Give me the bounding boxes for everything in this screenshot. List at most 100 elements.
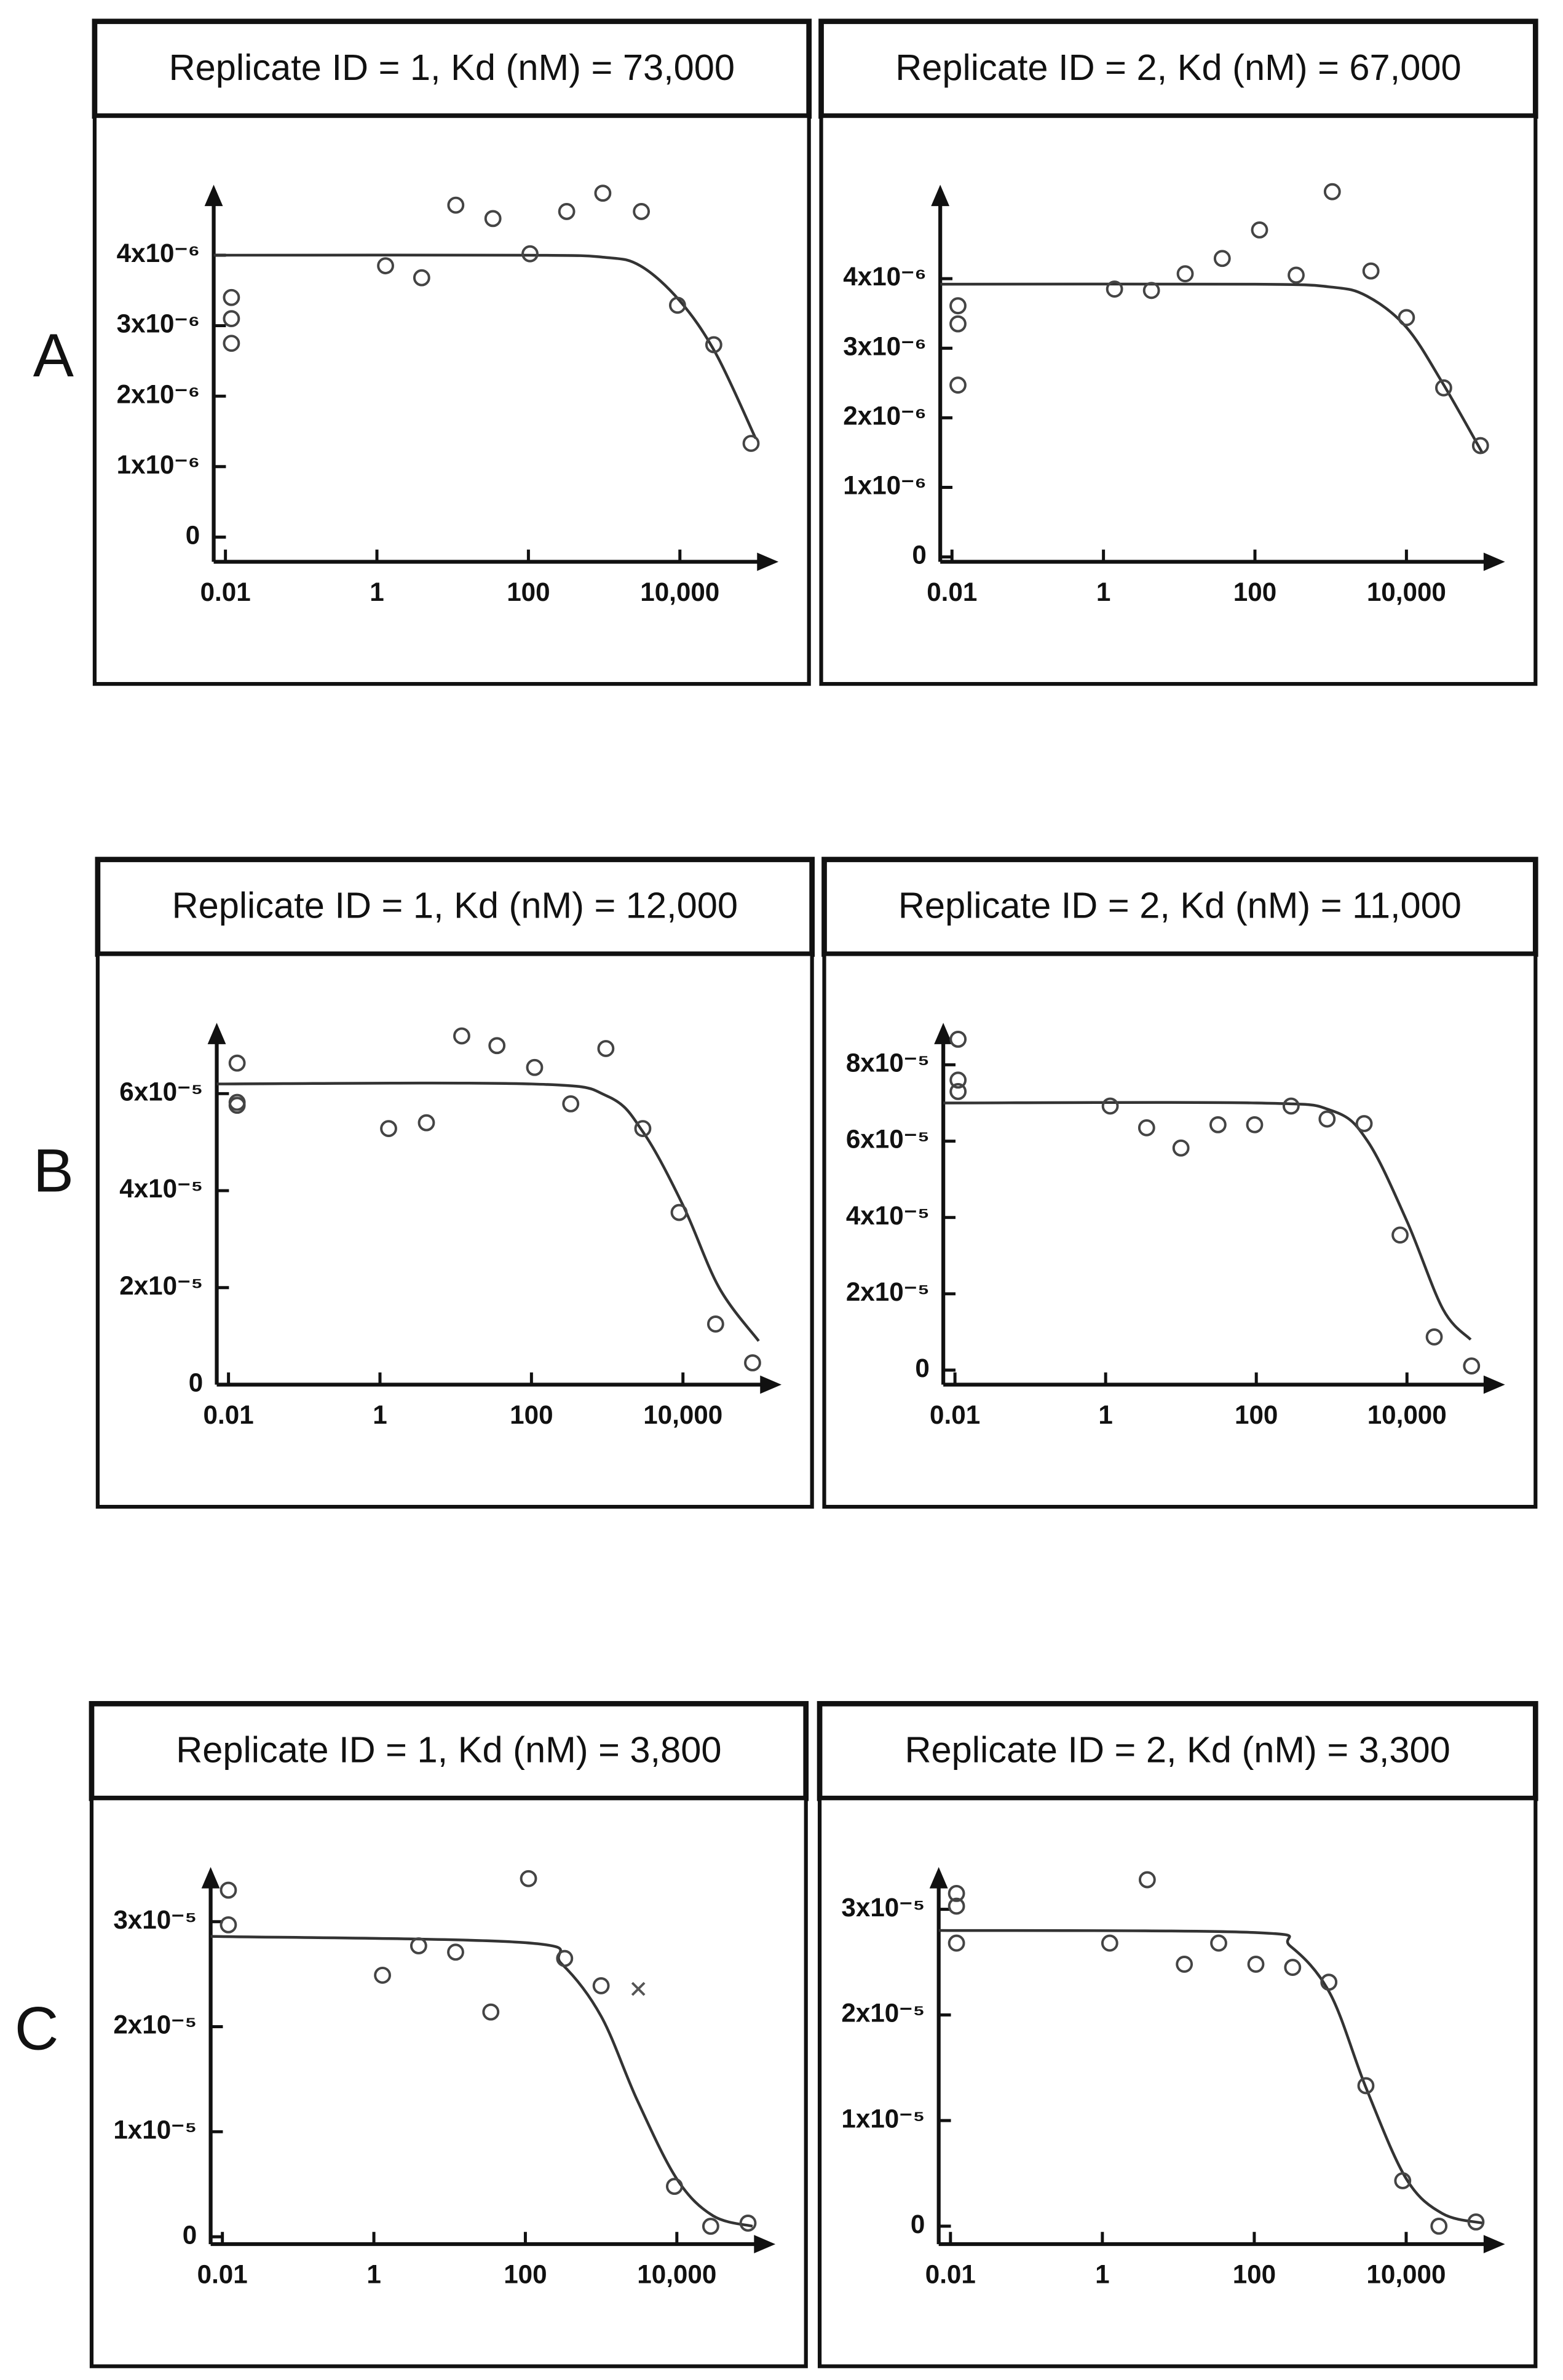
excluded-point bbox=[631, 1981, 646, 1996]
x-tick-label: 1 bbox=[1095, 2259, 1109, 2288]
data-point bbox=[1138, 1871, 1156, 1889]
data-point bbox=[223, 288, 240, 306]
data-point bbox=[705, 336, 722, 354]
data-point bbox=[1394, 2172, 1412, 2189]
data-point bbox=[949, 1030, 967, 1048]
chart-title: Replicate ID = 2, Kd (nM) = 11,000 bbox=[898, 885, 1462, 926]
y-tick-label: 4x10⁻⁵ bbox=[119, 1174, 203, 1203]
data-point bbox=[1101, 1934, 1118, 1952]
fit-curve bbox=[943, 1101, 1472, 1341]
data-point bbox=[223, 335, 240, 352]
data-point bbox=[220, 1881, 237, 1899]
x-tick-label: 100 bbox=[510, 1400, 553, 1429]
panel-label: A bbox=[33, 322, 74, 390]
data-point bbox=[634, 1120, 652, 1138]
title-box bbox=[817, 1700, 1538, 1801]
y-tick-label: 8x10⁻⁵ bbox=[846, 1049, 930, 1077]
data-point bbox=[670, 1204, 688, 1221]
y-tick-label: 6x10⁻⁵ bbox=[846, 1125, 930, 1154]
data-point bbox=[1247, 1956, 1265, 1973]
data-point bbox=[1176, 265, 1194, 283]
data-point bbox=[702, 2218, 719, 2235]
data-point bbox=[521, 245, 539, 263]
data-point bbox=[447, 196, 465, 214]
x-tick-label: 0.01 bbox=[200, 577, 251, 606]
y-tick-label: 1x10⁻⁶ bbox=[843, 471, 927, 500]
y-tick-label: 2x10⁻⁵ bbox=[841, 1999, 925, 2028]
data-point bbox=[949, 1082, 967, 1100]
title-box bbox=[818, 18, 1538, 119]
data-point bbox=[556, 1950, 574, 1967]
data-point bbox=[633, 203, 651, 220]
x-tick-label: 100 bbox=[1235, 1400, 1278, 1429]
chart-title: Replicate ID = 1, Kd (nM) = 73,000 bbox=[169, 47, 735, 88]
data-point bbox=[592, 1977, 610, 1994]
y-tick-label: 0 bbox=[912, 541, 926, 569]
data-point bbox=[742, 435, 760, 452]
x-tick-label: 10,000 bbox=[1366, 2259, 1446, 2288]
y-tick-label: 3x10⁻⁵ bbox=[113, 1905, 197, 1934]
data-point bbox=[1362, 262, 1380, 280]
x-axis-arrow bbox=[1483, 1375, 1505, 1394]
data-point bbox=[1425, 1328, 1443, 1346]
data-point bbox=[562, 1095, 580, 1113]
fit-curve bbox=[213, 253, 757, 439]
data-point bbox=[948, 1897, 965, 1915]
y-tick-label: 1x10⁻⁶ bbox=[117, 450, 200, 479]
y-axis-arrow bbox=[201, 1866, 220, 1889]
data-point bbox=[706, 1315, 724, 1333]
x-axis-arrow bbox=[1483, 2235, 1505, 2253]
data-point bbox=[1430, 2217, 1448, 2235]
y-tick-label: 3x10⁻⁶ bbox=[843, 331, 927, 360]
y-tick-label: 1x10⁻⁵ bbox=[841, 2104, 925, 2133]
data-point bbox=[949, 1071, 967, 1089]
chart-title: Replicate ID = 2, Kd (nM) = 67,000 bbox=[895, 47, 1461, 88]
data-point bbox=[739, 2215, 757, 2232]
y-tick-label: 1x10⁻⁵ bbox=[113, 2115, 197, 2144]
x-tick-label: 1 bbox=[370, 577, 384, 606]
data-point bbox=[484, 210, 502, 228]
y-tick-label: 0 bbox=[186, 521, 200, 550]
y-tick-label: 4x10⁻⁶ bbox=[843, 262, 927, 291]
x-tick-label: 0.01 bbox=[204, 1400, 254, 1429]
y-axis-arrow bbox=[204, 184, 223, 207]
data-point bbox=[1282, 1097, 1300, 1115]
y-axis-arrow bbox=[931, 184, 950, 207]
x-tick-label: 1 bbox=[1096, 577, 1110, 606]
x-tick-label: 100 bbox=[504, 2259, 547, 2288]
data-point bbox=[417, 1114, 435, 1132]
data-point bbox=[949, 297, 967, 315]
data-point bbox=[1471, 437, 1489, 454]
chart-title: Replicate ID = 1, Kd (nM) = 12,000 bbox=[172, 885, 738, 926]
x-tick-label: 10,000 bbox=[637, 2259, 716, 2288]
y-tick-label: 2x10⁻⁶ bbox=[117, 379, 200, 408]
data-point bbox=[1288, 266, 1305, 284]
y-tick-label: 2x10⁻⁵ bbox=[846, 1277, 930, 1306]
data-point bbox=[520, 1870, 537, 1887]
data-point bbox=[526, 1058, 544, 1076]
data-point bbox=[374, 1966, 391, 1984]
y-tick-label: 3x10⁻⁵ bbox=[841, 1893, 925, 1922]
data-point bbox=[594, 184, 612, 202]
data-point bbox=[1251, 221, 1268, 239]
x-tick-label: 100 bbox=[1233, 577, 1276, 606]
data-point bbox=[668, 296, 686, 314]
data-point bbox=[228, 1097, 246, 1114]
data-point bbox=[1434, 379, 1452, 397]
data-point bbox=[228, 1054, 246, 1072]
data-point bbox=[1318, 1110, 1336, 1128]
y-axis-arrow bbox=[934, 1023, 953, 1044]
data-point bbox=[1398, 309, 1415, 327]
data-point bbox=[744, 1354, 761, 1371]
y-tick-label: 6x10⁻⁵ bbox=[119, 1077, 203, 1106]
data-point bbox=[1172, 1139, 1190, 1157]
y-tick-label: 0 bbox=[189, 1368, 203, 1397]
fit-curve bbox=[940, 282, 1484, 454]
x-tick-label: 10,000 bbox=[1367, 577, 1446, 606]
data-point bbox=[488, 1037, 506, 1055]
y-tick-label: 4x10⁻⁵ bbox=[846, 1201, 930, 1230]
data-point bbox=[223, 310, 240, 328]
data-point bbox=[377, 257, 394, 275]
fit-curve bbox=[216, 1081, 760, 1342]
